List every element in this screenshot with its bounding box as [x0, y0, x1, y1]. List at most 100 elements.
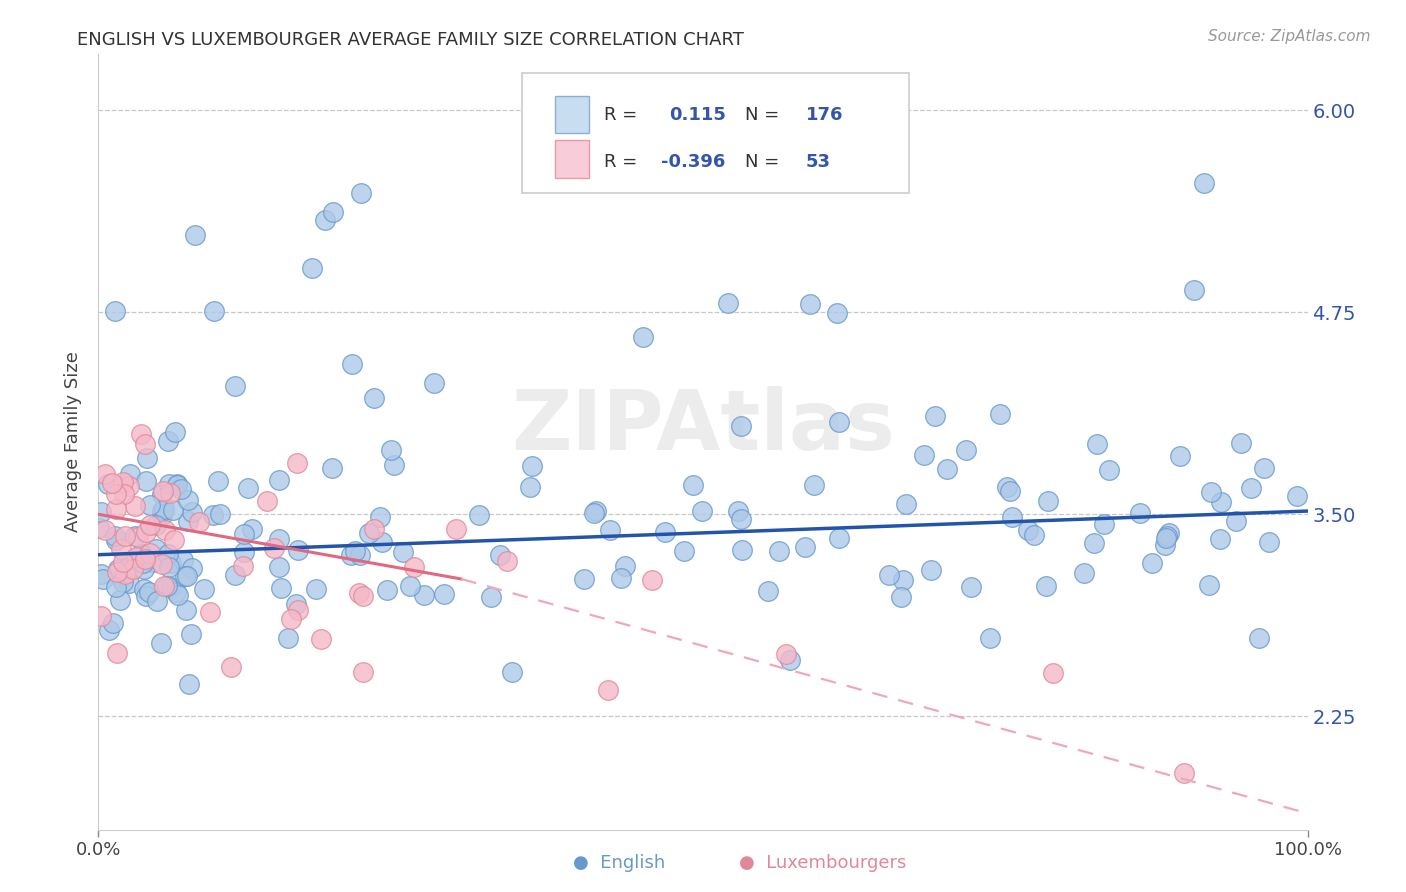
- Point: [172, 553, 194, 567]
- Point: [433, 587, 456, 601]
- Point: [162, 503, 184, 517]
- Point: [522, 459, 544, 474]
- Point: [232, 558, 254, 573]
- Point: [135, 525, 157, 540]
- Point: [363, 522, 385, 536]
- Point: [1199, 485, 1222, 500]
- Point: [610, 571, 633, 585]
- Point: [280, 611, 302, 625]
- Point: [166, 477, 188, 491]
- Point: [339, 548, 361, 562]
- Point: [207, 474, 229, 488]
- Point: [501, 665, 523, 679]
- Point: [1153, 538, 1175, 552]
- Point: [1129, 506, 1152, 520]
- Point: [145, 541, 167, 556]
- Point: [121, 562, 143, 576]
- Point: [132, 562, 155, 576]
- Point: [756, 584, 779, 599]
- Point: [124, 528, 146, 542]
- Point: [920, 563, 942, 577]
- Point: [156, 434, 179, 448]
- Point: [139, 498, 162, 512]
- Point: [187, 515, 209, 529]
- Point: [935, 462, 957, 476]
- Point: [444, 522, 467, 536]
- Point: [690, 504, 713, 518]
- Point: [146, 594, 169, 608]
- Point: [779, 653, 801, 667]
- Point: [127, 530, 149, 544]
- Point: [224, 568, 246, 582]
- Point: [912, 448, 935, 462]
- Point: [1022, 528, 1045, 542]
- Point: [287, 543, 309, 558]
- Point: [1140, 557, 1163, 571]
- Point: [467, 508, 489, 523]
- Point: [382, 458, 405, 472]
- Point: [277, 631, 299, 645]
- Point: [717, 296, 740, 310]
- Point: [202, 304, 225, 318]
- Point: [180, 626, 202, 640]
- Point: [489, 548, 512, 562]
- Point: [150, 504, 173, 518]
- Point: [163, 425, 186, 440]
- Point: [391, 545, 413, 559]
- Point: [159, 556, 181, 570]
- Point: [1240, 481, 1263, 495]
- Point: [105, 533, 128, 547]
- Point: [399, 579, 422, 593]
- Point: [301, 260, 323, 275]
- Point: [1192, 176, 1215, 190]
- Point: [1154, 531, 1177, 545]
- Point: [352, 665, 374, 679]
- Point: [731, 543, 754, 558]
- FancyBboxPatch shape: [522, 73, 908, 194]
- Point: [357, 525, 380, 540]
- Point: [896, 497, 918, 511]
- Point: [180, 561, 202, 575]
- Point: [236, 481, 259, 495]
- Point: [285, 597, 308, 611]
- Point: [176, 569, 198, 583]
- Point: [104, 501, 127, 516]
- Point: [631, 330, 654, 344]
- Point: [114, 529, 136, 543]
- Point: [104, 528, 127, 542]
- Point: [101, 615, 124, 630]
- Point: [150, 557, 173, 571]
- Point: [1000, 484, 1022, 499]
- Point: [1168, 449, 1191, 463]
- Point: [574, 572, 596, 586]
- Point: [219, 660, 242, 674]
- Point: [256, 494, 278, 508]
- Point: [342, 357, 364, 371]
- Point: [877, 568, 900, 582]
- Point: [955, 442, 977, 457]
- Point: [1098, 462, 1121, 476]
- Point: [479, 590, 502, 604]
- Point: [412, 589, 434, 603]
- Point: [1035, 579, 1057, 593]
- Point: [380, 443, 402, 458]
- Point: [924, 409, 946, 424]
- Point: [125, 550, 148, 565]
- Point: [135, 475, 157, 489]
- Point: [495, 554, 517, 568]
- Point: [97, 476, 120, 491]
- Point: [134, 437, 156, 451]
- Text: ZIPAtlas: ZIPAtlas: [510, 385, 896, 467]
- Point: [139, 546, 162, 560]
- Text: 53: 53: [806, 153, 831, 171]
- Point: [166, 477, 188, 491]
- Point: [208, 507, 231, 521]
- Point: [139, 517, 162, 532]
- Point: [641, 573, 664, 587]
- Point: [1173, 766, 1195, 780]
- Point: [93, 572, 115, 586]
- Point: [111, 475, 134, 490]
- Text: 0.115: 0.115: [669, 106, 725, 124]
- Point: [174, 603, 197, 617]
- Point: [1083, 535, 1105, 549]
